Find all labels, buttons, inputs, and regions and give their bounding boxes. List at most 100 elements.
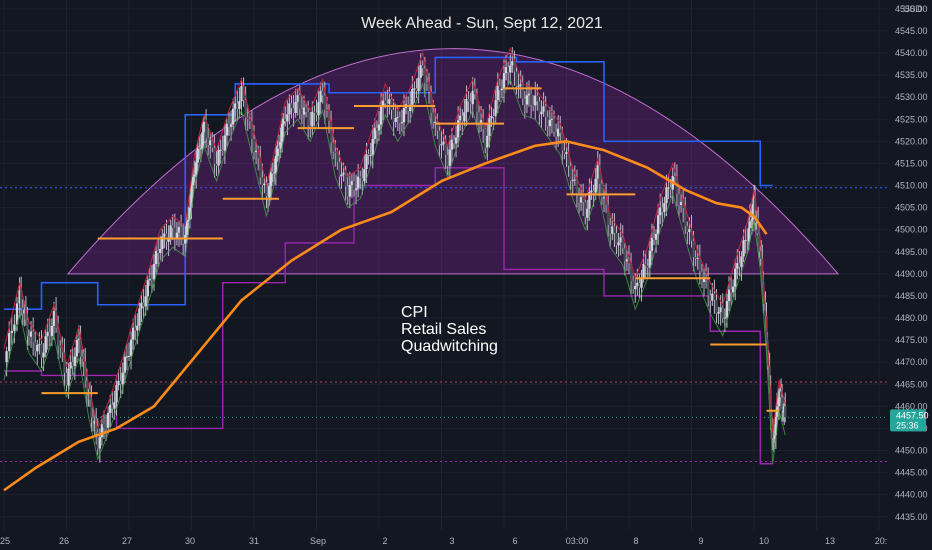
candle-body xyxy=(542,106,545,112)
candle-body xyxy=(80,356,84,359)
candle-body xyxy=(46,331,49,337)
x-tick-label: 2 xyxy=(382,536,387,546)
candle-body xyxy=(513,61,516,72)
price-axis[interactable]: 4435.004440.004445.004450.004455.004460.… xyxy=(895,4,928,522)
candle-body xyxy=(600,183,604,198)
candle-body xyxy=(540,111,543,115)
candle-body xyxy=(19,290,23,308)
candle-body xyxy=(563,150,566,154)
candle-body xyxy=(191,176,195,186)
candle-body xyxy=(127,355,131,357)
candle-body xyxy=(288,103,291,115)
candle-body xyxy=(602,197,606,199)
candle-body xyxy=(723,317,727,319)
candle-body xyxy=(52,311,56,326)
y-tick-label: 4505.00 xyxy=(895,203,928,213)
candle-body xyxy=(94,420,98,432)
candle-body xyxy=(375,127,379,131)
candle-body xyxy=(500,88,504,91)
candle-body xyxy=(91,417,95,424)
candle-body xyxy=(50,325,54,337)
candle-body xyxy=(434,121,437,123)
candle-body xyxy=(636,282,639,286)
candle-body xyxy=(250,121,254,140)
candle-body xyxy=(48,331,52,337)
candle-body xyxy=(381,100,385,107)
x-tick-label: 6 xyxy=(512,536,517,546)
candle-body xyxy=(719,307,722,313)
candle-body xyxy=(286,114,289,122)
candle-body xyxy=(329,120,333,143)
candle-body xyxy=(690,229,693,241)
candle-body xyxy=(772,438,775,440)
candle-body xyxy=(581,197,585,203)
candle-body xyxy=(774,416,778,436)
x-tick-label: 03:00 xyxy=(566,536,589,546)
candle-body xyxy=(402,108,406,123)
candle-body xyxy=(750,219,754,222)
candle-body xyxy=(650,237,654,251)
candle-body xyxy=(509,65,512,73)
candle-body xyxy=(54,311,58,329)
candle-body xyxy=(575,179,579,195)
candle-body xyxy=(131,327,135,340)
candle-body xyxy=(371,138,374,155)
annotation-quadwitching: Quadwitching xyxy=(401,338,498,355)
y-tick-label: 4475.00 xyxy=(895,335,928,345)
time-axis[interactable]: 25 26 27 30 31 Sep 2 3 6 03:00 8 9 10 13 20: xyxy=(0,536,887,546)
candle-body xyxy=(721,307,724,319)
candle-body xyxy=(627,259,631,264)
candle-body xyxy=(438,130,441,146)
candle-body xyxy=(751,203,755,220)
candle-body xyxy=(352,181,356,191)
candle-body xyxy=(106,412,110,428)
candle-body xyxy=(223,135,227,151)
candle-body xyxy=(504,66,508,74)
candle-body xyxy=(463,112,466,122)
last-price-value: 4457.50 xyxy=(896,410,929,420)
candle-body xyxy=(758,233,761,251)
candle-body xyxy=(544,106,547,117)
candle-body xyxy=(740,256,743,267)
candle-body xyxy=(21,307,24,314)
candle-body xyxy=(350,181,354,186)
candle-body xyxy=(18,290,21,304)
candle-body xyxy=(119,380,122,385)
candle-body xyxy=(548,119,552,127)
candle-body xyxy=(706,279,710,296)
grid xyxy=(0,0,888,530)
candle-body xyxy=(84,361,87,381)
candle-body xyxy=(756,220,760,234)
candle-body xyxy=(625,259,629,262)
candle-body xyxy=(34,342,37,352)
y-tick-label: 4530.00 xyxy=(895,92,928,102)
candle-body xyxy=(475,94,479,113)
plot-area[interactable] xyxy=(0,47,888,492)
last-price-box xyxy=(890,409,926,432)
vwap-upper-band xyxy=(3,47,786,433)
candle-body xyxy=(729,289,733,293)
x-tick-label: 8 xyxy=(633,536,638,546)
candle-body xyxy=(277,145,281,149)
candle-body xyxy=(486,136,489,148)
candle-body xyxy=(456,120,460,138)
candle-body xyxy=(429,91,433,113)
candle-body xyxy=(236,103,239,109)
candle-body xyxy=(448,149,452,166)
candle-body xyxy=(527,93,531,96)
candle-body xyxy=(679,202,683,206)
candle-body xyxy=(356,176,360,189)
candle-body xyxy=(669,187,672,190)
candle-body xyxy=(592,190,595,193)
y-tick-label: 4525.00 xyxy=(895,114,928,124)
candle-body xyxy=(338,162,341,177)
vwap-lower-band xyxy=(3,78,786,464)
candle-body xyxy=(780,397,784,412)
candle-body xyxy=(336,152,339,163)
candle-body xyxy=(748,217,752,228)
candle-body xyxy=(700,271,704,282)
y-tick-label: 4495.00 xyxy=(895,247,928,257)
candle-body xyxy=(409,104,412,112)
candle-body xyxy=(268,186,271,200)
